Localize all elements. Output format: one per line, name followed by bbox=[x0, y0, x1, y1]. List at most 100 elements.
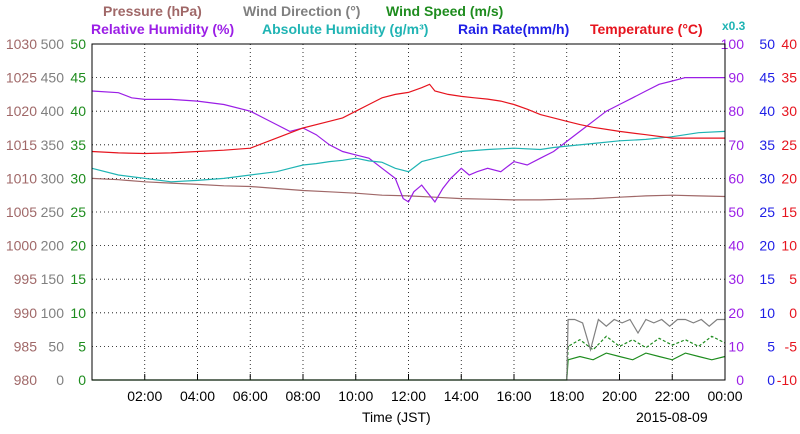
temperature-tick-label: 40 bbox=[781, 36, 797, 52]
x-tick-label: 04:00 bbox=[180, 388, 215, 404]
wind_speed-tick-label: 5 bbox=[78, 338, 86, 354]
temperature-tick-label: 30 bbox=[781, 103, 797, 119]
pressure-tick-label: 1020 bbox=[6, 103, 37, 119]
pressure-line bbox=[91, 177, 726, 201]
relative_humidity-tick-label: 20 bbox=[728, 305, 744, 321]
relative-humidity-header: Relative Humidity (%) bbox=[91, 21, 234, 37]
rain_rate-tick-label: 10 bbox=[759, 305, 775, 321]
absolute-humidity-header: Absolute Humidity (g/m³) bbox=[262, 21, 428, 37]
x-tick-label: 16:00 bbox=[496, 388, 531, 404]
rain-scale-note: x0.3 bbox=[722, 19, 746, 33]
temperature-tick-label: 10 bbox=[781, 238, 797, 254]
temperature-tick-label: -10 bbox=[777, 372, 797, 388]
x-tick-label: 14:00 bbox=[444, 388, 479, 404]
wind_direction-tick-label: 100 bbox=[41, 305, 65, 321]
x-axis-label: Time (JST) bbox=[362, 409, 431, 425]
relative_humidity-tick-label: 70 bbox=[728, 137, 744, 153]
wind_direction-tick-label: 0 bbox=[56, 372, 64, 388]
x-tick-label: 08:00 bbox=[285, 388, 320, 404]
x-tick-label: 10:00 bbox=[338, 388, 373, 404]
rain_rate-tick-label: 30 bbox=[759, 170, 775, 186]
left-axes: 9809859909951000100510101015102010251030… bbox=[6, 36, 86, 388]
relative_humidity-tick-label: 50 bbox=[728, 204, 744, 220]
date-label: 2015-08-09 bbox=[636, 409, 708, 425]
wind-speed-gust-line bbox=[566, 335, 726, 381]
rain_rate-tick-label: 50 bbox=[759, 36, 775, 52]
x-tick-label: 06:00 bbox=[233, 388, 268, 404]
rain_rate-tick-label: 35 bbox=[759, 137, 775, 153]
temperature-tick-label: 5 bbox=[789, 271, 797, 287]
pressure-tick-label: 1025 bbox=[6, 70, 37, 86]
chart-header: Pressure (hPa) Wind Direction (°) Wind S… bbox=[91, 3, 746, 37]
wind_direction-tick-label: 150 bbox=[41, 271, 65, 287]
x-axis-ticks: 02:00 04:00 06:00 08:00 10:00 12:00 14:00 16:00… bbox=[127, 374, 743, 404]
temperature-line bbox=[91, 83, 725, 155]
wind_direction-tick-label: 300 bbox=[41, 170, 65, 186]
wind_speed-tick-label: 30 bbox=[70, 170, 86, 186]
pressure-tick-label: 1030 bbox=[6, 36, 37, 52]
wind_speed-tick-label: 40 bbox=[70, 103, 86, 119]
wind_direction-tick-label: 250 bbox=[41, 204, 65, 220]
pressure-tick-label: 985 bbox=[14, 338, 38, 354]
rain_rate-tick-label: 45 bbox=[759, 70, 775, 86]
relative_humidity-tick-label: 100 bbox=[721, 36, 745, 52]
x-tick-label: 22:00 bbox=[655, 388, 690, 404]
absolute-humidity-line bbox=[91, 130, 726, 183]
x-tick-label: 18:00 bbox=[549, 388, 584, 404]
temperature-tick-label: 0 bbox=[789, 305, 797, 321]
rain_rate-tick-label: 5 bbox=[767, 338, 775, 354]
rain_rate-tick-label: 15 bbox=[759, 271, 775, 287]
temperature-tick-label: 25 bbox=[781, 137, 797, 153]
wind_speed-tick-label: 25 bbox=[70, 204, 86, 220]
right-axes: 0102030405060708090100051015202530354045… bbox=[721, 36, 798, 388]
relative_humidity-tick-label: 80 bbox=[728, 103, 744, 119]
chart-grid bbox=[92, 44, 725, 380]
plot-frame bbox=[91, 43, 726, 381]
wind_speed-tick-label: 45 bbox=[70, 70, 86, 86]
chart-series bbox=[91, 76, 726, 381]
wind_direction-tick-label: 200 bbox=[41, 238, 65, 254]
pressure-tick-label: 1005 bbox=[6, 204, 37, 220]
wind_speed-tick-label: 35 bbox=[70, 137, 86, 153]
wind_speed-tick-label: 10 bbox=[70, 305, 86, 321]
relative_humidity-tick-label: 40 bbox=[728, 238, 744, 254]
pressure-tick-label: 980 bbox=[14, 372, 38, 388]
wind-speed-line bbox=[92, 352, 726, 381]
temperature-header: Temperature (°C) bbox=[590, 21, 703, 37]
pressure-tick-label: 990 bbox=[14, 305, 38, 321]
temperature-tick-label: 35 bbox=[781, 70, 797, 86]
rain_rate-tick-label: 20 bbox=[759, 238, 775, 254]
x-tick-label: 20:00 bbox=[602, 388, 637, 404]
relative_humidity-tick-label: 60 bbox=[728, 170, 744, 186]
wind-speed-header: Wind Speed (m/s) bbox=[386, 3, 503, 19]
wind_direction-tick-label: 500 bbox=[41, 36, 65, 52]
rain_rate-tick-label: 40 bbox=[759, 103, 775, 119]
pressure-header: Pressure (hPa) bbox=[103, 3, 202, 19]
wind_direction-tick-label: 450 bbox=[41, 70, 65, 86]
rain_rate-tick-label: 0 bbox=[767, 372, 775, 388]
relative_humidity-tick-label: 30 bbox=[728, 271, 744, 287]
relative_humidity-tick-label: 0 bbox=[736, 372, 744, 388]
temperature-tick-label: -5 bbox=[785, 338, 798, 354]
wind_speed-tick-label: 20 bbox=[70, 238, 86, 254]
wind_speed-tick-label: 50 bbox=[70, 36, 86, 52]
rain-rate-header: Rain Rate(mm/h) bbox=[458, 21, 569, 37]
relative_humidity-tick-label: 90 bbox=[728, 70, 744, 86]
x-tick-label: 12:00 bbox=[391, 388, 426, 404]
wind_direction-tick-label: 400 bbox=[41, 103, 65, 119]
wind-direction-header: Wind Direction (°) bbox=[243, 3, 360, 19]
pressure-tick-label: 1000 bbox=[6, 238, 37, 254]
x-tick-label: 02:00 bbox=[127, 388, 162, 404]
temperature-tick-label: 15 bbox=[781, 204, 797, 220]
pressure-tick-label: 1015 bbox=[6, 137, 37, 153]
pressure-tick-label: 995 bbox=[14, 271, 38, 287]
wind_speed-tick-label: 15 bbox=[70, 271, 86, 287]
wind_direction-tick-label: 50 bbox=[48, 338, 64, 354]
relative_humidity-tick-label: 10 bbox=[728, 338, 744, 354]
temperature-tick-label: 20 bbox=[781, 170, 797, 186]
wind-direction-line bbox=[566, 318, 725, 381]
rain_rate-tick-label: 25 bbox=[759, 204, 775, 220]
pressure-tick-label: 1010 bbox=[6, 170, 37, 186]
wind_direction-tick-label: 350 bbox=[41, 137, 65, 153]
